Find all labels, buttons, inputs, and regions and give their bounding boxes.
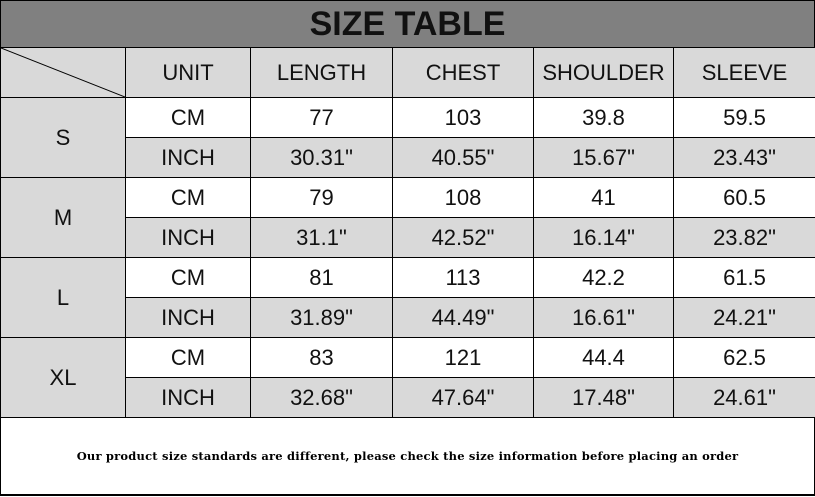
unit-cell: INCH — [125, 297, 251, 338]
measurement-cell: 77 — [250, 97, 393, 138]
measurement-cell: 42.2 — [533, 257, 674, 298]
measurement-cell: 60.5 — [673, 177, 815, 218]
measurement-cell: 83 — [250, 337, 393, 378]
measurement-cell: 32.68" — [250, 377, 393, 418]
measurement-cell: 61.5 — [673, 257, 815, 298]
measurement-cell: 47.64" — [392, 377, 534, 418]
unit-cell: INCH — [125, 217, 251, 258]
measurement-cell: 16.61" — [533, 297, 674, 338]
measurement-cell: 103 — [392, 97, 534, 138]
table-row: M CM 79 108 41 60.5 — [0, 177, 815, 258]
table-row: S CM 77 103 39.8 59.5 — [0, 97, 815, 178]
size-label: M — [0, 177, 126, 258]
unit-cell: CM — [125, 257, 251, 298]
diagonal-corner-cell — [0, 47, 126, 98]
measurement-cell: 23.82" — [673, 217, 815, 258]
measurement-cell: 44.4 — [533, 337, 674, 378]
table-row: INCH 30.31" 40.55" 15.67" 23.43" — [1, 137, 815, 178]
measurement-cell: 24.61" — [673, 377, 815, 418]
measurement-cell: 113 — [392, 257, 534, 298]
measurement-cell: 15.67" — [533, 137, 674, 178]
column-header: SHOULDER — [533, 47, 674, 98]
measurement-cell: 24.21" — [673, 297, 815, 338]
column-header: CHEST — [392, 47, 534, 98]
unit-cell: CM — [125, 177, 251, 218]
column-header: SLEEVE — [673, 47, 815, 98]
table-row: XL CM 83 121 44.4 62.5 — [0, 337, 815, 418]
measurement-cell: 62.5 — [673, 337, 815, 378]
header-row: UNIT LENGTH CHEST SHOULDER SLEEVE — [0, 47, 815, 98]
measurement-cell: 17.48" — [533, 377, 674, 418]
unit-cell: INCH — [125, 377, 251, 418]
table-row: L CM 81 113 42.2 61.5 — [0, 257, 815, 338]
measurement-cell: 16.14" — [533, 217, 674, 258]
measurement-cell: 31.1" — [250, 217, 393, 258]
size-label: XL — [0, 337, 126, 418]
measurement-cell: 23.43" — [673, 137, 815, 178]
table-row: INCH 32.68" 47.64" 17.48" 24.61" — [1, 377, 815, 418]
measurement-cell: 44.49" — [392, 297, 534, 338]
unit-cell: CM — [125, 337, 251, 378]
measurement-cell: 81 — [250, 257, 393, 298]
measurement-cell: 108 — [392, 177, 534, 218]
measurement-cell: 30.31" — [250, 137, 393, 178]
measurement-cell: 40.55" — [392, 137, 534, 178]
page-title: SIZE TABLE — [0, 0, 815, 48]
measurement-cell: 41 — [533, 177, 674, 218]
measurement-cell: 39.8 — [533, 97, 674, 138]
measurement-cell: 121 — [392, 337, 534, 378]
table-row: INCH 31.1" 42.52" 16.14" 23.82" — [1, 217, 815, 258]
unit-cell: INCH — [125, 137, 251, 178]
measurement-cell: 31.89" — [250, 297, 393, 338]
measurement-cell: 59.5 — [673, 97, 815, 138]
column-header: UNIT — [125, 47, 251, 98]
size-note: Our product size standards are different… — [0, 417, 815, 496]
size-label: S — [0, 97, 126, 178]
size-label: L — [0, 257, 126, 338]
unit-cell: CM — [125, 97, 251, 138]
size-table: UNIT LENGTH CHEST SHOULDER SLEEVE S CM 77 1… — [0, 47, 815, 418]
column-header: LENGTH — [250, 47, 393, 98]
measurement-cell: 42.52" — [392, 217, 534, 258]
measurement-cell: 79 — [250, 177, 393, 218]
